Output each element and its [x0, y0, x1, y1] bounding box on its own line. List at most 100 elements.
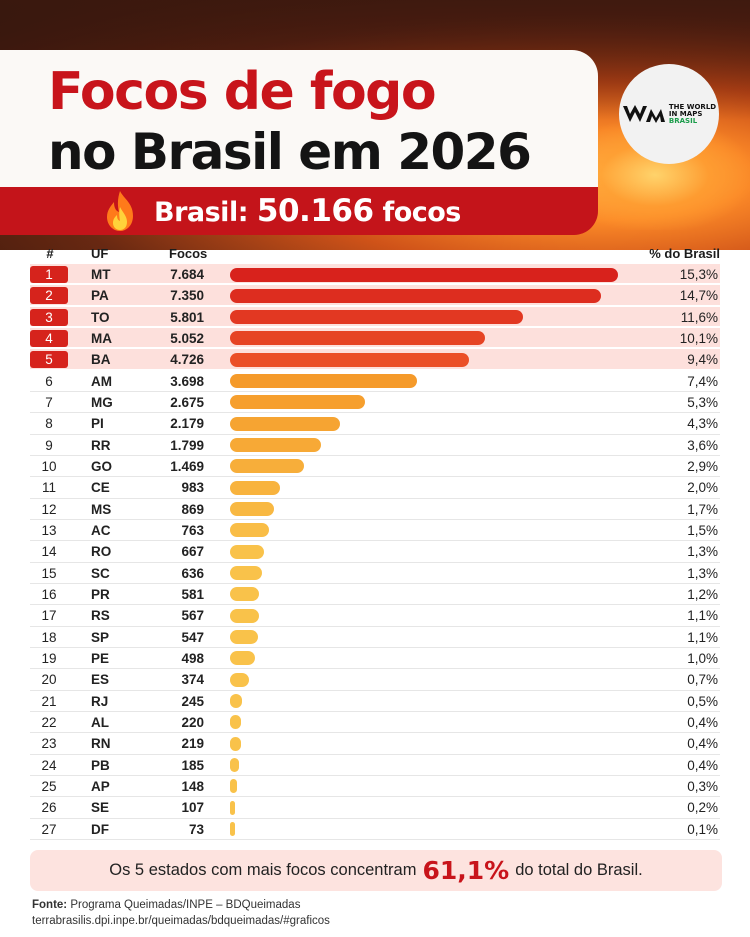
pct-value: 1,5%	[687, 522, 718, 538]
table-row: 19 PE 498 1,0%	[30, 648, 720, 670]
table-row: 27 DF 73 0,1%	[30, 819, 720, 840]
focos-value: 7.350	[170, 288, 204, 304]
focos-bar	[230, 395, 366, 410]
source-url[interactable]: terrabrasilis.dpi.inpe.br/queimadas/bdqu…	[32, 915, 330, 927]
rank-badge: 27	[41, 821, 57, 837]
rank-badge: 25	[41, 778, 57, 794]
uf-label: CE	[91, 480, 110, 496]
rank-badge: 7	[45, 394, 53, 410]
focos-bar	[230, 779, 238, 794]
pct-value: 0,4%	[687, 714, 718, 730]
uf-label: MT	[91, 267, 111, 282]
table-row: 11 CE 983 2,0%	[30, 477, 720, 499]
pct-value: 2,0%	[687, 480, 718, 496]
focos-value: 581	[181, 586, 204, 602]
focos-value: 73	[188, 821, 204, 837]
pct-value: 9,4%	[687, 352, 718, 368]
uf-label: AP	[91, 778, 110, 794]
source-footer: Fonte: Programa Queimadas/INPE – BDQueim…	[32, 897, 330, 929]
world-in-maps-logo: THE WORLD IN MAPS BRASIL	[619, 64, 719, 164]
uf-label: BA	[91, 352, 111, 368]
rank-badge: 14	[41, 544, 57, 560]
uf-label: AC	[91, 522, 111, 538]
summary-highlight: 61,1%	[422, 856, 510, 885]
pct-value: 3,6%	[687, 437, 718, 453]
focos-bar	[230, 587, 260, 602]
focos-value: 3.698	[170, 373, 204, 389]
total-banner: Brasil: 50.166 focos	[0, 187, 598, 235]
rank-badge: 10	[41, 458, 57, 474]
page-title-line2: no Brasil em 2026	[48, 123, 532, 181]
focos-value: 567	[181, 608, 204, 624]
rank-badge: 18	[41, 629, 57, 645]
focos-bar	[230, 694, 243, 709]
rank-badge: 11	[41, 480, 56, 496]
uf-label: SE	[91, 800, 110, 816]
focos-value: 220	[181, 714, 204, 730]
focos-bar	[230, 672, 249, 687]
focos-bar	[230, 288, 602, 303]
header-focos: Focos	[169, 245, 208, 261]
table-row: 4 MA 5.052 10,1%	[30, 327, 720, 350]
focos-value: 4.726	[170, 352, 204, 368]
header-rank: #	[46, 245, 54, 261]
uf-label: RO	[91, 544, 112, 560]
table-row: 25 AP 148 0,3%	[30, 776, 720, 798]
logo-text-line2: IN MAPS	[668, 109, 703, 118]
table-row: 24 PB 185 0,4%	[30, 755, 720, 776]
uf-label: MA	[91, 330, 112, 346]
table-row: 20 ES 374 0,7%	[30, 669, 720, 691]
focos-bar	[230, 523, 269, 538]
focos-bar	[230, 651, 256, 666]
table-row: 13 AC 763 1,5%	[30, 520, 720, 542]
rank-badge: 9	[45, 437, 53, 453]
rank-badge: 1	[30, 266, 68, 283]
uf-label: AL	[91, 714, 109, 730]
table-row: 8 PI 2.179 4,3%	[30, 413, 720, 435]
banner-label: Brasil:	[154, 197, 249, 228]
uf-label: RR	[91, 437, 111, 453]
focos-bar	[230, 502, 274, 517]
focos-value: 374	[181, 672, 204, 688]
ranking-table: # UF Focos % do Brasil 1 MT 7.684 15,3% 2 PA 7…	[30, 242, 720, 840]
pct-value: 1,0%	[687, 650, 718, 666]
pct-value: 0,4%	[687, 736, 718, 752]
pct-value: 1,3%	[687, 565, 718, 581]
rank-badge: 23	[41, 736, 57, 752]
uf-label: AM	[91, 373, 112, 389]
table-row: 7 MG 2.675 5,3%	[30, 392, 720, 414]
table-row: 6 AM 3.698 7,4%	[30, 371, 720, 392]
uf-label: SC	[91, 565, 110, 581]
source-text: Programa Queimadas/INPE – BDQueimadas	[70, 899, 301, 911]
pct-value: 4,3%	[687, 416, 718, 432]
focos-bar	[230, 566, 263, 581]
uf-label: PA	[91, 288, 109, 304]
uf-label: DF	[91, 821, 109, 837]
focos-bar	[230, 267, 618, 282]
uf-label: RN	[91, 736, 111, 752]
table-row: 18 SP 547 1,1%	[30, 627, 720, 648]
rank-badge: 12	[41, 501, 57, 517]
summary-prefix: Os 5 estados com mais focos concentram	[109, 861, 417, 879]
focos-value: 7.684	[170, 267, 204, 282]
focos-bar	[230, 630, 258, 645]
rank-badge: 2	[30, 287, 68, 305]
focos-bar	[230, 822, 235, 837]
banner-unit: focos	[382, 197, 461, 228]
uf-label: PR	[91, 586, 110, 602]
focos-bar	[230, 544, 264, 559]
table-row: 3 TO 5.801 11,6%	[30, 306, 720, 328]
focos-bar	[230, 800, 236, 815]
focos-bar	[230, 758, 240, 773]
table-row: 9 RR 1.799 3,6%	[30, 435, 720, 456]
focos-bar	[230, 608, 259, 623]
source-label: Fonte:	[32, 899, 68, 911]
table-row: 22 AL 220 0,4%	[30, 712, 720, 734]
rank-badge: 5	[30, 351, 68, 369]
pct-value: 0,3%	[687, 778, 718, 794]
rank-badge: 17	[41, 608, 57, 624]
focos-bar	[230, 459, 305, 474]
table-header: # UF Focos % do Brasil	[30, 242, 720, 264]
header-uf: UF	[91, 245, 109, 261]
focos-value: 185	[181, 757, 204, 773]
